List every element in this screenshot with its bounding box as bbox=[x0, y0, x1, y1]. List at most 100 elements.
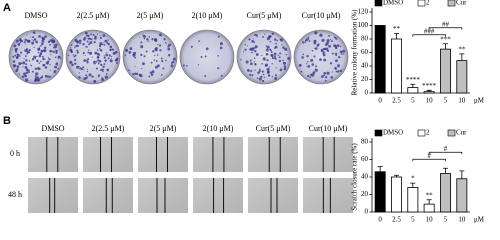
colony bbox=[330, 76, 334, 79]
colony bbox=[86, 40, 89, 43]
x-tick-label: 2.5 bbox=[392, 97, 401, 105]
colony bbox=[253, 57, 256, 59]
colony bbox=[25, 63, 28, 66]
colony bbox=[87, 76, 89, 78]
colony bbox=[172, 57, 176, 61]
colony bbox=[262, 73, 265, 76]
colony bbox=[25, 43, 27, 45]
colony bbox=[159, 33, 162, 37]
error-bar bbox=[377, 166, 383, 172]
x-tick-label: 2.5 bbox=[392, 216, 401, 224]
image-label: 2(5 μM) bbox=[137, 11, 164, 20]
colony bbox=[314, 47, 318, 50]
colony bbox=[103, 41, 105, 43]
x-tick-label: 5 bbox=[411, 97, 415, 105]
colony bbox=[87, 51, 90, 54]
colony bbox=[33, 46, 35, 48]
colony bbox=[334, 45, 338, 48]
colony bbox=[39, 52, 43, 56]
colony bbox=[76, 49, 79, 52]
colony bbox=[35, 72, 39, 76]
colony bbox=[274, 76, 278, 80]
colony bbox=[69, 48, 73, 52]
colony-plate bbox=[179, 29, 235, 85]
colony bbox=[78, 72, 80, 74]
colony bbox=[93, 37, 97, 40]
colony bbox=[18, 73, 21, 75]
colony bbox=[22, 61, 26, 65]
colony bbox=[204, 55, 207, 58]
colony bbox=[170, 61, 173, 64]
colony bbox=[261, 70, 264, 73]
colony bbox=[15, 69, 18, 73]
colony bbox=[268, 66, 271, 68]
colony bbox=[48, 58, 51, 61]
legend-swatch bbox=[374, 0, 383, 7]
colony bbox=[77, 41, 79, 43]
colony bbox=[76, 51, 79, 54]
colony bbox=[81, 67, 83, 69]
colony bbox=[244, 48, 247, 51]
colony bbox=[35, 40, 38, 44]
colony bbox=[167, 47, 171, 51]
colony bbox=[90, 33, 93, 36]
colony bbox=[323, 58, 327, 62]
colony bbox=[298, 63, 302, 67]
colony bbox=[322, 51, 324, 53]
colony bbox=[116, 61, 119, 64]
colony bbox=[20, 62, 23, 65]
colony bbox=[161, 60, 164, 63]
bar bbox=[391, 176, 402, 213]
colony bbox=[314, 31, 318, 35]
colony bbox=[32, 31, 36, 35]
colony bbox=[305, 38, 309, 42]
y-tick-label: 80 bbox=[361, 35, 369, 43]
colony bbox=[283, 65, 287, 68]
x-tick-label: 10 bbox=[426, 97, 434, 105]
colony bbox=[82, 52, 85, 55]
colony bbox=[274, 42, 276, 45]
bar bbox=[374, 25, 386, 94]
colony bbox=[82, 43, 85, 46]
colony bbox=[274, 74, 278, 77]
colony bbox=[261, 63, 264, 65]
colony bbox=[251, 74, 254, 77]
colony bbox=[253, 41, 256, 44]
colony bbox=[247, 69, 250, 72]
colony-plate bbox=[236, 29, 292, 85]
colony bbox=[25, 48, 29, 51]
colony bbox=[282, 46, 285, 49]
bracket bbox=[412, 34, 446, 37]
colony bbox=[18, 62, 22, 66]
colony bbox=[275, 42, 278, 45]
colony bbox=[261, 79, 265, 83]
colony bbox=[309, 76, 312, 78]
colony bbox=[37, 47, 41, 51]
colony bbox=[86, 68, 89, 70]
colony bbox=[273, 52, 277, 56]
colony bbox=[263, 59, 266, 61]
y-tick-label: 0 bbox=[365, 208, 369, 216]
x-tick-label: 10 bbox=[426, 216, 434, 224]
colony bbox=[159, 49, 162, 52]
colony bbox=[300, 70, 303, 73]
colony bbox=[41, 55, 44, 58]
colony bbox=[319, 58, 322, 62]
colony bbox=[253, 47, 256, 49]
colony bbox=[273, 38, 277, 41]
colony bbox=[271, 54, 274, 58]
x-tick-label: 10 bbox=[458, 216, 466, 224]
colony bbox=[108, 54, 111, 57]
colony bbox=[37, 77, 41, 81]
error-bar bbox=[394, 33, 399, 39]
colony bbox=[342, 49, 346, 53]
colony bbox=[335, 59, 338, 63]
colony bbox=[314, 65, 318, 68]
bar bbox=[456, 60, 468, 94]
colony bbox=[160, 74, 163, 76]
colony bbox=[26, 52, 29, 55]
colony bbox=[37, 67, 41, 71]
colony bbox=[329, 62, 333, 65]
colony bbox=[54, 43, 57, 46]
colony bbox=[42, 57, 45, 61]
